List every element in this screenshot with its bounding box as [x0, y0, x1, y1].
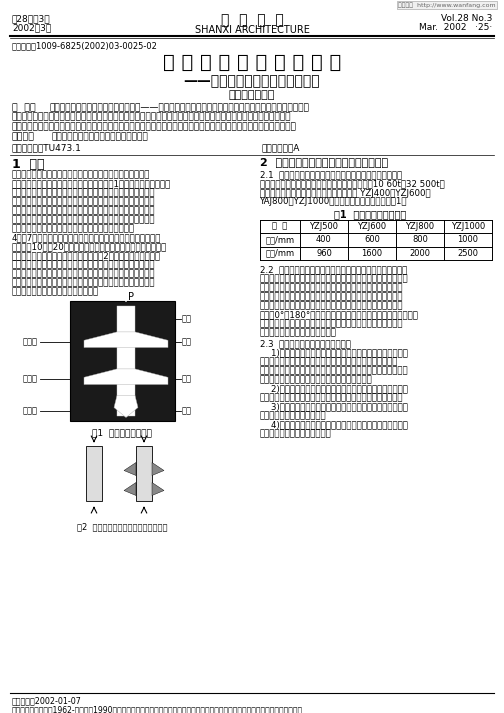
Text: 进行挤扩，挤扩成分支或承力盘把积存柱体周围土体与盘内混凝土紧密结合，发挥组，土壤共同承力的作用，提高柱桩: 进行挤扩，挤扩成分支或承力盘把积存柱体周围土体与盘内混凝土紧密结合，发挥组，土壤… [12, 113, 291, 121]
Bar [70, 300, 174, 421]
Text: 表1  桩径与盘径对应关系: 表1 桩径与盘径对应关系 [334, 210, 406, 220]
Text: 2  液压挤扩支盘机及支盘桩施工工艺简介: 2 液压挤扩支盘机及支盘桩施工工艺简介 [260, 158, 388, 168]
Text: 桩截面的10倍～20倍。总之，对于普通灌注桩而言，支盘桩的桩: 桩截面的10倍～20倍。总之，对于普通灌注桩而言，支盘桩的桩 [12, 242, 167, 252]
Text: 摩阻力和支承阻力，从而使桩的承载力大幅度增加；支盘桩的承: 摩阻力和支承阻力，从而使桩的承载力大幅度增加；支盘桩的承 [12, 215, 156, 225]
Text: 确认弓壁已完全支出后，记录压力值完成支出过程。然后再操作: 确认弓壁已完全支出后，记录压力值完成支出过程。然后再操作 [260, 283, 404, 292]
Polygon shape [152, 483, 164, 496]
Text: 作者简介：杨子峰（1962-），男，1990年毕业于太原工业大学土木工程专业，工程师，现单位系分配某工建部，从事工程技术工作；: 作者简介：杨子峰（1962-），男，1990年毕业于太原工业大学土木工程专业，工… [12, 705, 303, 713]
Text: 关键词：: 关键词： [12, 133, 35, 141]
Text: 1000: 1000 [458, 235, 478, 245]
Text: 力盘直径较大，经测算，承力盘的面积约为主桩截面的: 力盘直径较大，经测算，承力盘的面积约为主桩截面的 [12, 225, 135, 233]
Text: 2000: 2000 [409, 249, 430, 258]
Text: 桩 基 家 族 中 的 一 颗 新 星: 桩 基 家 族 中 的 一 颗 新 星 [163, 53, 341, 72]
Text: 万方数据  http://www.wanfang.com: 万方数据 http://www.wanfang.com [398, 2, 496, 8]
Text: SHANXI ARCHITECTURE: SHANXI ARCHITECTURE [195, 25, 309, 35]
Text: 2.3  支盘桩的施工工艺可分为四种：: 2.3 支盘桩的施工工艺可分为四种： [260, 339, 351, 348]
Text: 承力层: 承力层 [23, 337, 37, 346]
Text: 图1  支盘桩结构示意图: 图1 支盘桩结构示意图 [92, 429, 152, 438]
Text: 了桩基工程的适用范围，而且改善了桩基工程的使用条件，使得: 了桩基工程的适用范围，而且改善了桩基工程的使用条件，使得 [12, 279, 156, 287]
Text: YZJ800: YZJ800 [405, 222, 434, 231]
Text: 承力层: 承力层 [23, 406, 37, 415]
Text: 中图分类号：TU473.1: 中图分类号：TU473.1 [12, 143, 82, 153]
Text: 2.2  支盘机的施工工艺是普通钻孔成孔后通过汽车将主机头定: 2.2 支盘机的施工工艺是普通钻孔成孔后通过汽车将主机头定 [260, 265, 407, 274]
Text: 2)泥浆护壁成孔工艺：当地下水位较高时，利用孔内地层中: 2)泥浆护壁成孔工艺：当地下水位较高时，利用孔内地层中 [260, 384, 408, 393]
Text: 400: 400 [316, 235, 332, 245]
Text: 挤扩支盘桩；挤扩支盘机；挤扩；承力盘: 挤扩支盘桩；挤扩支盘机；挤扩；承力盘 [51, 133, 148, 141]
Text: 960: 960 [316, 249, 332, 258]
Text: 文章编号：1009-6825(2002)03-0025-02: 文章编号：1009-6825(2002)03-0025-02 [12, 41, 158, 50]
Text: 凝土。适用于承载力大的地层。: 凝土。适用于承载力大的地层。 [260, 429, 332, 438]
Bar [117, 305, 135, 416]
Text: ——挤扩多支盘混凝土灌注桩技术: ——挤扩多支盘混凝土灌注桩技术 [183, 74, 321, 88]
Text: 较厚，在挤力层中承盘点及分支承力盘（见图1），支桩是通过挤压技: 较厚，在挤力层中承盘点及分支承力盘（见图1），支桩是通过挤压技 [12, 180, 171, 188]
Text: YAJ800、YZJ1000，其桩径与盘径对应关系见表1：: YAJ800、YZJ1000，其桩径与盘径对应关系见表1： [260, 198, 408, 207]
Polygon shape [124, 463, 136, 476]
Text: 4倍～7倍，若把各盘和各分支的承力面积加起来，其总和约为主: 4倍～7倍，若把各盘和各分支的承力面积加起来，其总和约为主 [12, 233, 161, 242]
Text: 800: 800 [412, 235, 428, 245]
Text: YZJ500: YZJ500 [309, 222, 339, 231]
Text: 支盘桩由主桩、底盘、中盘、顶盘及数个分支组成，底部土层: 支盘桩由主桩、底盘、中盘、顶盘及数个分支组成，底部土层 [12, 170, 150, 180]
Polygon shape [84, 369, 168, 384]
Text: 头转动0°～180°，反复挤压完成数个分支的连续挤扩就可成盘，: 头转动0°～180°，反复挤压完成数个分支的连续挤扩就可成盘， [260, 310, 419, 319]
Text: 承力层: 承力层 [23, 374, 37, 383]
Text: 然后调整主机头深度，由桩孔内至上而下或至下而上完成整个桩: 然后调整主机头深度，由桩孔内至上而下或至下而上完成整个桩 [260, 319, 404, 328]
Text: 2002年3月: 2002年3月 [12, 23, 51, 32]
Text: 3)全套管成孔工艺：采用全套管钻机，以全护筒跟进方式成: 3)全套管成孔工艺：采用全套管钻机，以全护筒跟进方式成 [260, 402, 408, 411]
Text: 力盘的空腔，经挤塑的锥体周围的土体与盘内灌注的桩身，支盘: 力盘的空腔，经挤塑的锥体周围的土体与盘内灌注的桩身，支盘 [12, 198, 156, 207]
Text: 盘径/mm: 盘径/mm [266, 249, 294, 258]
Text: 第28卷第3期: 第28卷第3期 [12, 14, 50, 23]
Text: 1)干作业成孔工艺：当地下水位较低时，水位以上可采用螺: 1)干作业成孔工艺：当地下水位较低时，水位以上可采用螺 [260, 348, 408, 357]
Text: 分支: 分支 [181, 374, 192, 383]
Text: 高和改进灌注桩的承载性状有着重大的影响和改进，它不仅扩大: 高和改进灌注桩的承载性状有着重大的影响和改进，它不仅扩大 [12, 270, 156, 279]
Text: 行挤扩，并通过挤扩压力值验证其地固情况，并据此果进行调整，: 行挤扩，并通过挤扩压力值验证其地固情况，并据此果进行调整， [260, 366, 409, 375]
Text: 备，它由液缸组、液压管路、操控管、液压油缸（10 60t～32 500t）: 备，它由液缸组、液压管路、操控管、液压油缸（10 60t～32 500t） [260, 180, 445, 188]
Text: 介绍了桩基领域中的一项重大优进技术——挤扩多支盘混凝土灌注桩技术，通过支盘机对桩孔内的合适土层: 介绍了桩基领域中的一项重大优进技术——挤扩多支盘混凝土灌注桩技术，通过支盘机对桩… [50, 103, 310, 112]
Text: 底盘: 底盘 [181, 406, 192, 415]
Text: 2500: 2500 [458, 249, 478, 258]
Polygon shape [124, 483, 136, 496]
Text: 杨子峰，白金龙: 杨子峰，白金龙 [229, 90, 275, 100]
Text: 收稿日期：2002-01-07: 收稿日期：2002-01-07 [12, 696, 82, 705]
Text: P: P [128, 292, 134, 302]
Text: 完成了一个分支的挤扩。如果要进行承力盘的挤扩，则需将主机: 完成了一个分支的挤扩。如果要进行承力盘的挤扩，则需将主机 [260, 301, 404, 310]
Text: 成盘后二次清孔，下人钢筋笼，灌注混凝土成桩。: 成盘后二次清孔，下人钢筋笼，灌注混凝土成桩。 [260, 375, 373, 384]
Text: 紧密融结合为一体，发挥了锥土共同承力的作用，提高了桩的侧: 紧密融结合为一体，发挥了锥土共同承力的作用，提高了桩的侧 [12, 207, 156, 215]
Bar [86, 446, 102, 501]
Text: 主机头等五大主要零部分组成，型号可分为 YZJ400、YZJ600、: 主机头等五大主要零部分组成，型号可分为 YZJ400、YZJ600、 [260, 188, 430, 198]
Text: 旋钻机，进行干作业成孔，清孔下人支盘机按设计支盘尺寸进: 旋钻机，进行干作业成孔，清孔下人支盘机按设计支盘尺寸进 [260, 357, 398, 366]
Text: 1  概述: 1 概述 [12, 158, 44, 170]
Text: 的泥浆（自然造浆或人工造浆）维持孔壁稳定，利用孔内地层中: 的泥浆（自然造浆或人工造浆）维持孔壁稳定，利用孔内地层中 [260, 393, 404, 402]
Text: 山  西  建  筑: 山 西 建 筑 [221, 13, 283, 27]
Text: 的侧摩和支承阻力，着重阐述了支盘桩的发展过程，作用机理，主要特备，施工工艺，承载力的计算及在工程中的应用。: 的侧摩和支承阻力，着重阐述了支盘桩的发展过程，作用机理，主要特备，施工工艺，承载… [12, 122, 297, 131]
Text: 扩，对各分支和承力盘周围土体施以三维静压，挤压成分支或承: 扩，对各分支和承力盘周围土体施以三维静压，挤压成分支或承 [12, 188, 156, 198]
Text: 600: 600 [364, 235, 380, 245]
Text: 孔，适用于复杂地层的成孔。: 孔，适用于复杂地层的成孔。 [260, 411, 327, 420]
Text: 位，操作液压工作站，将主机头中弓压壁通过液压推缸加压挤出，: 位，操作液压工作站，将主机头中弓压壁通过液压推缸加压挤出， [260, 274, 409, 283]
Text: 孔内的分支成承力盘的挤扩作业。: 孔内的分支成承力盘的挤扩作业。 [260, 328, 337, 337]
Text: 身结构和受力机理发生了根本变化（见图2），其成桩工艺和挤扩: 身结构和受力机理发生了根本变化（见图2），其成桩工艺和挤扩 [12, 252, 161, 260]
Text: Mar.  2002   ·25·: Mar. 2002 ·25· [419, 23, 492, 32]
Polygon shape [152, 463, 164, 476]
Text: 4)挤扩成桩工艺：直接采用支盘机进行挤扩，成盘后灌注混: 4)挤扩成桩工艺：直接采用支盘机进行挤扩，成盘后灌注混 [260, 420, 408, 429]
Bar [136, 446, 152, 501]
Text: 型  号: 型 号 [272, 222, 288, 231]
Text: 1600: 1600 [361, 249, 383, 258]
Polygon shape [84, 332, 168, 347]
Text: 图2  普通灌注桩与支盘桩受力机理对比: 图2 普通灌注桩与支盘桩受力机理对比 [77, 523, 167, 531]
Text: 液压设备也为之一新，对于解决普通灌注桩的许多技术缺欠，提: 液压设备也为之一新，对于解决普通灌注桩的许多技术缺欠，提 [12, 260, 156, 270]
Text: 中盘: 中盘 [181, 337, 192, 346]
Text: Vol.28 No.3: Vol.28 No.3 [440, 14, 492, 23]
Polygon shape [114, 396, 138, 418]
Text: 文献标识码：A: 文献标识码：A [262, 143, 300, 153]
Text: 主桩: 主桩 [181, 314, 192, 323]
Text: 摘  要：: 摘 要： [12, 103, 36, 112]
Text: 2.1  支盘机是用于挤扩支盘桩中分支和承力盘的专用液压设: 2.1 支盘机是用于挤扩支盘桩中分支和承力盘的专用液压设 [260, 170, 402, 180]
Text: 桩基家族中又增添了一颗璀璨的新星。: 桩基家族中又增添了一颗璀璨的新星。 [12, 287, 99, 297]
Text: 桩径/mm: 桩径/mm [266, 235, 294, 245]
Text: YZJ600: YZJ600 [357, 222, 387, 231]
Text: YZJ1000: YZJ1000 [451, 222, 485, 231]
Text: 液压站换向阀门将主机头中弓压壁收回，完成回缩过程。这样就: 液压站换向阀门将主机头中弓压壁收回，完成回缩过程。这样就 [260, 292, 404, 301]
